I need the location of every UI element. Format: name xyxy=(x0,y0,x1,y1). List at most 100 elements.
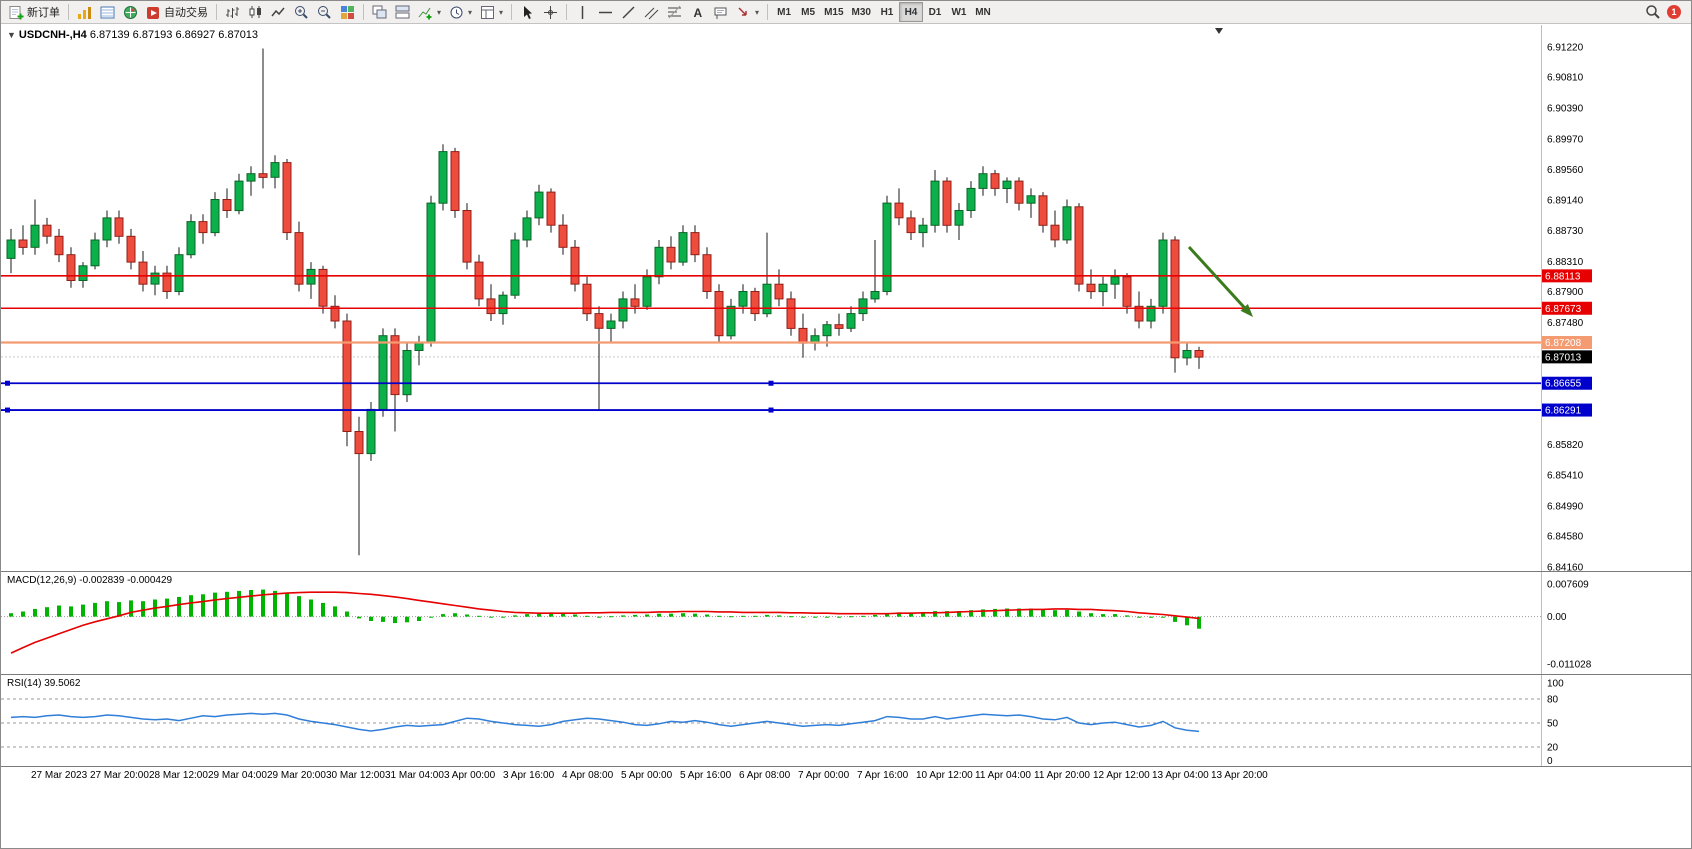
text-icon: A xyxy=(694,6,703,20)
toolbar: 新订单 自动交易 xyxy=(1,1,1691,24)
timeframe-m30-button[interactable]: M30 xyxy=(848,2,875,22)
bar-chart-type-button[interactable] xyxy=(221,2,244,22)
timeframe-mn-button[interactable]: MN xyxy=(971,2,995,22)
auto-trading-button[interactable]: 自动交易 xyxy=(142,2,212,22)
bull-candle xyxy=(414,342,424,352)
time-axis-label: 13 Apr 04:00 xyxy=(1152,770,1209,781)
bull-candle xyxy=(510,239,520,296)
bear-candle xyxy=(66,254,76,281)
timeframe-d1-button[interactable]: D1 xyxy=(923,2,947,22)
bull-candle xyxy=(246,173,256,182)
bear-candle xyxy=(450,151,460,211)
arrows-button[interactable]: ▾ xyxy=(732,2,763,22)
market-watch-button[interactable] xyxy=(73,2,96,22)
timeframe-h4-button[interactable]: H4 xyxy=(898,2,923,22)
price-tag xyxy=(1542,376,1592,390)
rsi-indicator-label: RSI(14) 39.5062 xyxy=(7,678,80,689)
text-label-button[interactable] xyxy=(709,2,732,22)
timeframe-m15-button[interactable]: M15 xyxy=(820,2,847,22)
indicators-button[interactable]: ▾ xyxy=(414,2,445,22)
bull-candle xyxy=(870,291,880,300)
bull-candle xyxy=(1026,195,1036,204)
trendline-button[interactable] xyxy=(617,2,640,22)
bar-marker xyxy=(1215,28,1223,34)
bear-candle xyxy=(666,246,676,263)
rsi-line xyxy=(10,712,1200,733)
line-chart-type-button[interactable] xyxy=(267,2,290,22)
separator xyxy=(511,4,513,20)
bear-candle xyxy=(990,173,1000,189)
time-axis[interactable]: 27 Mar 2023 27 Mar 20:00 28 Mar 12:00 29 Ma… xyxy=(1,767,1691,787)
timeframe-w1-button[interactable]: W1 xyxy=(947,2,971,22)
timeframe-m5-button[interactable]: M5 xyxy=(796,2,820,22)
price-tag xyxy=(1542,336,1592,350)
templates-button[interactable]: ▾ xyxy=(476,2,507,22)
periods-button[interactable]: ▾ xyxy=(445,2,476,22)
bear-candle xyxy=(198,221,208,234)
bear-candle xyxy=(750,291,760,315)
time-axis-label: 10 Apr 12:00 xyxy=(916,770,973,781)
bull-candle xyxy=(822,324,832,337)
cursor-button[interactable] xyxy=(516,2,539,22)
chevron-down-icon: ▾ xyxy=(499,7,504,17)
candlestick-type-button[interactable] xyxy=(244,2,267,22)
horizontal-line-button[interactable] xyxy=(594,2,617,22)
text-button[interactable]: A xyxy=(686,2,709,22)
vertical-line-button[interactable] xyxy=(571,2,594,22)
bull-candle xyxy=(270,162,280,178)
fibonacci-icon xyxy=(668,5,682,18)
macd-axis-label: 0.00 xyxy=(1547,612,1567,623)
rsi-panel[interactable]: 100 80 50 20 0 xyxy=(1,675,1692,767)
chevron-down-icon: ▾ xyxy=(755,7,760,17)
search-button[interactable] xyxy=(1641,2,1665,22)
price-tag-text: 6.86655 xyxy=(1545,379,1582,390)
price-tag xyxy=(1542,403,1592,417)
bear-candle xyxy=(486,298,496,315)
arrow-annotation[interactable] xyxy=(1187,245,1248,311)
time-axis-label: 31 Mar 04:00 xyxy=(385,770,444,781)
bull-candle xyxy=(846,313,856,329)
bear-candle xyxy=(162,272,172,293)
price-chart-panel[interactable]: 6.91220 6.90810 6.90390 6.89970 6.89560 6.891… xyxy=(1,25,1692,572)
timeframe-m1-button[interactable]: M1 xyxy=(772,2,796,22)
line-handle[interactable] xyxy=(768,380,774,386)
macd-panel[interactable]: 0.007609 0.00 -0.011028 xyxy=(1,572,1692,675)
bear-candle xyxy=(1014,180,1024,204)
tile-windows-button[interactable] xyxy=(336,2,359,22)
time-axis-label: 3 Apr 00:00 xyxy=(444,770,496,781)
bull-candle xyxy=(930,180,940,226)
new-order-button[interactable]: 新订单 xyxy=(5,2,64,22)
bull-candle xyxy=(6,239,16,259)
navigator-button[interactable] xyxy=(119,2,142,22)
bull-candle xyxy=(1098,283,1108,293)
rsi-axis-label: 80 xyxy=(1547,695,1559,706)
tile-horizontal-button[interactable] xyxy=(391,2,414,22)
fibonacci-button[interactable] xyxy=(663,2,686,22)
zoom-in-button[interactable] xyxy=(290,2,313,22)
bear-candle xyxy=(906,217,916,234)
data-window-button[interactable] xyxy=(96,2,119,22)
price-axis-label: 6.84580 xyxy=(1547,532,1584,543)
indicators-icon xyxy=(418,7,432,19)
zoom-out-button[interactable] xyxy=(313,2,336,22)
tile-windows-icon xyxy=(341,5,354,19)
bear-candle xyxy=(1194,350,1204,358)
line-handle[interactable] xyxy=(5,380,10,386)
line-handle[interactable] xyxy=(768,407,774,413)
channel-button[interactable] xyxy=(640,2,663,22)
bull-candle xyxy=(1158,239,1168,307)
new-order-label: 新订单 xyxy=(27,7,60,19)
macd-values: -0.002839 -0.000429 xyxy=(79,575,173,586)
collapse-indicator-icon[interactable]: ▼ xyxy=(7,30,16,40)
cascade-windows-button[interactable] xyxy=(368,2,391,22)
bull-candle xyxy=(186,221,196,256)
line-handle[interactable] xyxy=(5,407,10,413)
bull-candle xyxy=(498,294,508,315)
crosshair-button[interactable] xyxy=(539,2,562,22)
notification-badge[interactable]: 1 xyxy=(1667,5,1681,19)
separator xyxy=(767,4,769,20)
timeframe-h1-button[interactable]: H1 xyxy=(875,2,899,22)
bear-candle xyxy=(258,173,268,178)
price-tag-text: 6.87673 xyxy=(1545,304,1582,315)
